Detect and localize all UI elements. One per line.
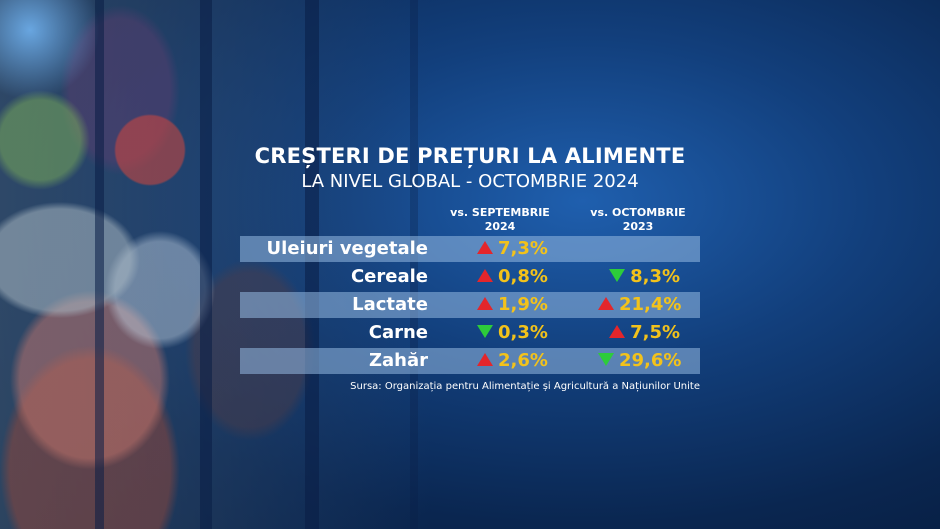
table-row: Lactate 1,9% 21,4%: [240, 292, 700, 318]
row-label: Carne: [368, 322, 428, 343]
table-row: Cereale 0,8% 8,3%: [240, 264, 700, 290]
change-vs-september: 0,3%: [477, 320, 548, 346]
change-value: 1,9%: [498, 294, 548, 315]
change-value: 7,5%: [630, 322, 680, 343]
change-value: 0,8%: [498, 266, 548, 287]
triangle-up-icon: [477, 268, 493, 282]
decorative-stripe: [95, 0, 104, 529]
page-title: CREȘTERI DE PREȚURI LA ALIMENTE: [254, 144, 686, 168]
change-value: 29,6%: [619, 350, 682, 371]
triangle-down-icon: [609, 268, 626, 282]
column-header-september: vs. SEPTEMBRIE 2024: [450, 206, 550, 233]
change-vs-september: 2,6%: [477, 348, 548, 374]
triangle-up-icon: [609, 324, 626, 338]
change-value: 7,3%: [498, 238, 548, 259]
triangle-down-icon: [598, 352, 614, 366]
triangle-up-icon: [477, 296, 493, 310]
triangle-up-icon: [477, 352, 493, 366]
table-row: Uleiuri vegetale 7,3%: [240, 236, 700, 262]
change-value: 21,4%: [619, 294, 682, 315]
light-glow: [0, 0, 100, 100]
change-value: 2,6%: [498, 350, 548, 371]
row-label: Cereale: [350, 266, 428, 287]
page-subtitle: LA NIVEL GLOBAL - OCTOMBRIE 2024: [301, 171, 639, 192]
change-vs-september: 0,8%: [477, 264, 548, 290]
change-vs-october: 29,6%: [598, 348, 682, 374]
source-note: Sursa: Organizația pentru Alimentație și…: [350, 381, 700, 392]
change-vs-october: 21,4%: [598, 292, 682, 318]
triangle-up-icon: [598, 296, 614, 310]
decorative-stripe: [410, 0, 418, 529]
decorative-stripe: [200, 0, 212, 529]
row-label: Uleiuri vegetale: [266, 238, 428, 259]
row-label: Lactate: [352, 294, 428, 315]
change-vs-october: 8,3%: [598, 264, 680, 290]
triangle-down-icon: [477, 324, 493, 338]
triangle-up-icon: [477, 240, 493, 254]
change-value: 8,3%: [630, 266, 680, 287]
row-label: Zahăr: [368, 350, 428, 371]
decorative-stripe: [305, 0, 319, 529]
change-vs-october: 7,5%: [598, 320, 680, 346]
change-vs-september: 1,9%: [477, 292, 548, 318]
table-row: Carne 0,3% 7,5%: [240, 320, 700, 346]
column-header-october: vs. OCTOMBRIE 2023: [590, 206, 686, 233]
change-value: 0,3%: [498, 322, 548, 343]
table-row: Zahăr 2,6% 29,6%: [240, 348, 700, 374]
change-vs-september: 7,3%: [477, 236, 548, 262]
